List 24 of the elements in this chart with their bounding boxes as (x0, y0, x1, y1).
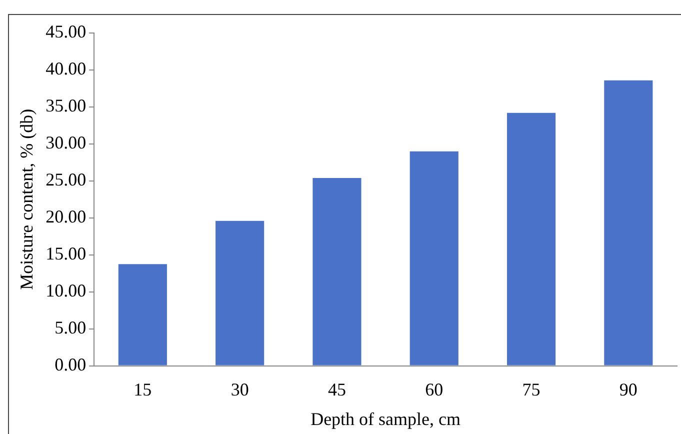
y-tick-label: 25.00 (46, 170, 86, 190)
x-tick-label: 30 (230, 379, 249, 400)
y-tick-label: 5.00 (54, 318, 86, 338)
bar (604, 80, 653, 366)
y-tick-label: 30.00 (46, 132, 86, 153)
bar (118, 264, 167, 366)
bar (506, 112, 556, 366)
x-tick-label: 45 (328, 379, 346, 400)
x-tick-label: 90 (619, 379, 638, 400)
bar (312, 178, 362, 366)
y-tick-label: 10.00 (46, 280, 86, 301)
y-tick-label: 35.00 (46, 96, 86, 116)
y-axis-title: Moisture content, % (db) (16, 108, 37, 290)
y-tick-label: 0.00 (54, 354, 86, 375)
y-tick-label: 20.00 (46, 206, 86, 227)
bar (216, 220, 264, 366)
x-tick-label: 75 (522, 379, 540, 400)
bar (410, 151, 458, 366)
x-tick-label: 60 (425, 379, 444, 400)
y-tick-label: 15.00 (46, 244, 86, 264)
y-tick-label: 40.00 (46, 58, 86, 79)
y-tick-label: 45.00 (46, 22, 86, 42)
x-tick-label: 15 (134, 379, 152, 400)
x-axis-title: Depth of sample, cm (310, 408, 461, 429)
